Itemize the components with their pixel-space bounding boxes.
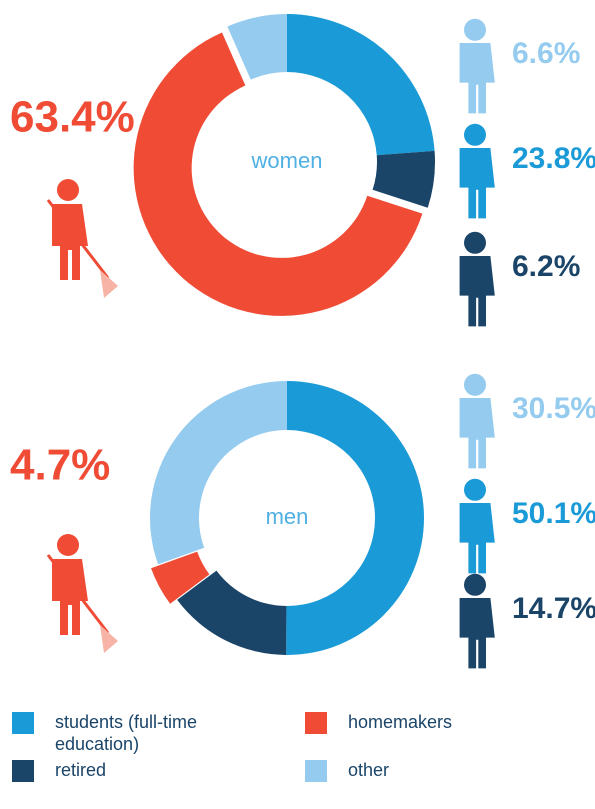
legend-swatch bbox=[12, 760, 34, 782]
person-icon bbox=[459, 503, 495, 574]
value-label: 4.7% bbox=[10, 441, 110, 490]
legend-label: homemakers bbox=[348, 712, 453, 732]
person-icon bbox=[464, 373, 486, 396]
person-icon bbox=[459, 256, 495, 327]
value-label: 30.5% bbox=[512, 392, 595, 425]
broom bbox=[46, 554, 110, 634]
person-icon bbox=[459, 148, 495, 219]
person-icon bbox=[459, 398, 495, 469]
legend-label: other bbox=[348, 760, 390, 780]
person-icon bbox=[459, 598, 495, 669]
sweeper-icon bbox=[57, 534, 79, 556]
broom bbox=[100, 625, 118, 653]
donut-segment bbox=[286, 381, 425, 655]
person-icon bbox=[459, 43, 495, 114]
donut-segment bbox=[149, 380, 287, 565]
value-label: 6.2% bbox=[512, 250, 580, 283]
donut-segment bbox=[133, 32, 423, 316]
person-icon bbox=[464, 123, 486, 146]
value-label: 63.4% bbox=[10, 93, 135, 142]
donut-segment bbox=[372, 150, 435, 208]
broom bbox=[100, 270, 118, 298]
center-label: men bbox=[266, 504, 309, 529]
value-label: 50.1% bbox=[512, 497, 595, 530]
value-label: 6.6% bbox=[512, 37, 580, 70]
person-icon bbox=[464, 231, 486, 254]
center-label: women bbox=[251, 148, 323, 173]
donut-segment bbox=[151, 551, 210, 604]
legend-label: retired bbox=[55, 760, 107, 780]
sweeper-icon bbox=[57, 179, 79, 201]
donut-segment bbox=[227, 14, 287, 80]
donut-segment bbox=[177, 570, 287, 655]
value-label: 14.7% bbox=[512, 592, 595, 625]
person-icon bbox=[464, 573, 486, 596]
legend-swatch bbox=[12, 712, 34, 734]
legend-label: students (full-time education) bbox=[55, 712, 198, 754]
legend-swatch bbox=[305, 760, 327, 782]
legend-swatch bbox=[305, 712, 327, 734]
person-icon bbox=[464, 478, 486, 501]
donut-segment bbox=[287, 14, 435, 156]
broom bbox=[46, 199, 110, 279]
sweeper-icon bbox=[52, 204, 88, 280]
value-label: 23.8% bbox=[512, 142, 595, 175]
sweeper-icon bbox=[52, 559, 88, 635]
person-icon bbox=[464, 18, 486, 41]
